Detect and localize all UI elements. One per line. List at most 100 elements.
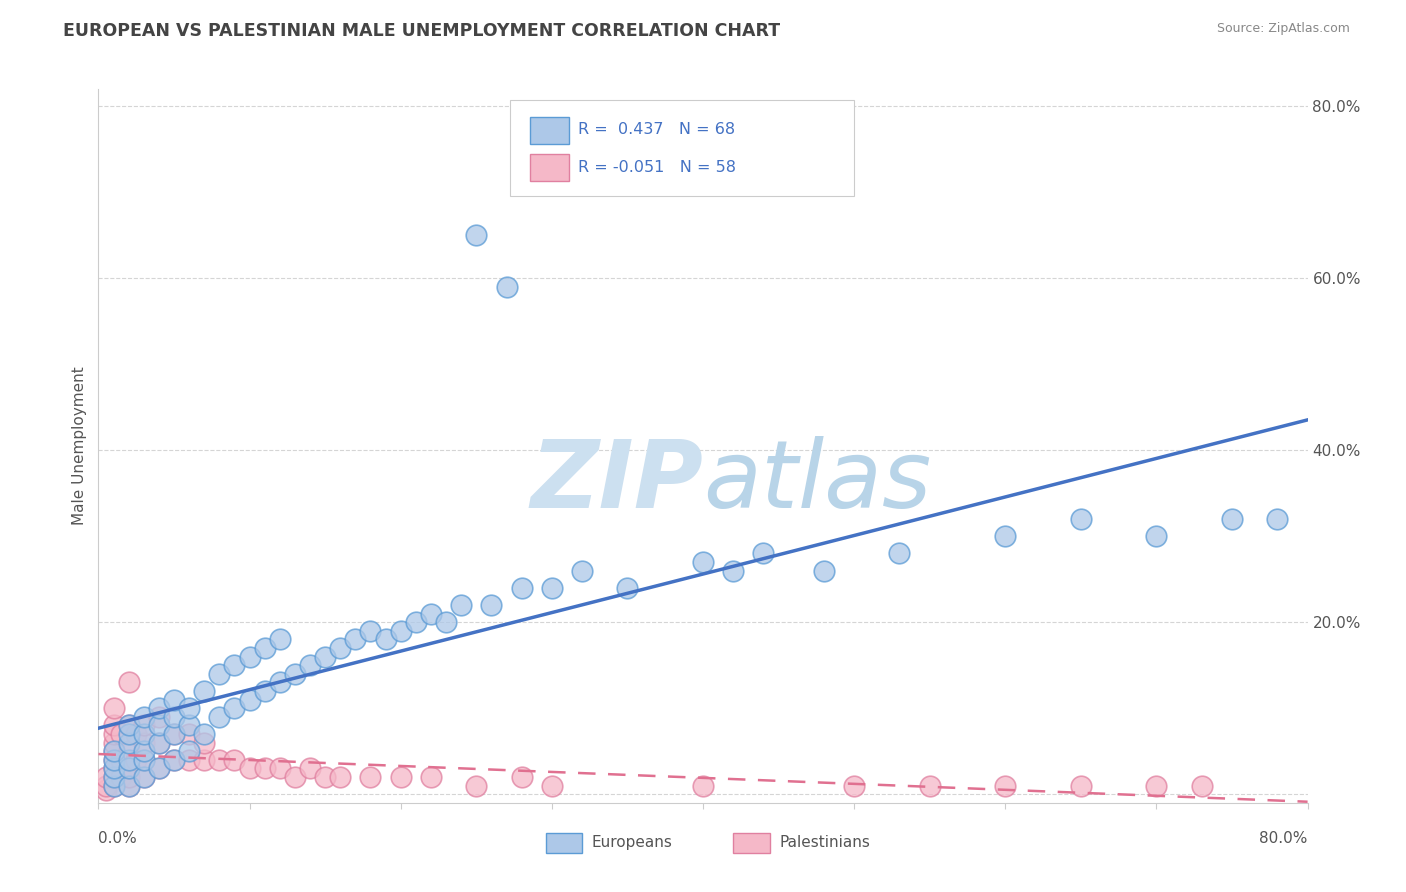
FancyBboxPatch shape	[530, 117, 569, 145]
Point	[148, 710, 170, 724]
Point	[148, 701, 170, 715]
Point	[118, 718, 141, 732]
Point	[163, 727, 186, 741]
Point	[103, 770, 125, 784]
Point	[94, 770, 117, 784]
Point	[132, 770, 155, 784]
Point	[329, 641, 352, 656]
Point	[103, 779, 125, 793]
Point	[132, 710, 155, 724]
Point	[450, 598, 472, 612]
Point	[918, 779, 941, 793]
Point	[284, 770, 307, 784]
Point	[1220, 512, 1243, 526]
Point	[132, 736, 155, 750]
Text: ZIP: ZIP	[530, 435, 703, 528]
Point	[299, 761, 322, 775]
Text: Europeans: Europeans	[592, 835, 672, 850]
Point	[148, 736, 170, 750]
FancyBboxPatch shape	[530, 154, 569, 181]
Point	[118, 744, 141, 758]
Point	[148, 718, 170, 732]
Point	[571, 564, 593, 578]
Point	[208, 753, 231, 767]
Point	[253, 641, 276, 656]
Point	[239, 761, 262, 775]
Point	[844, 779, 866, 793]
Point	[224, 701, 246, 715]
Text: R =  0.437   N = 68: R = 0.437 N = 68	[578, 121, 735, 136]
Point	[132, 753, 155, 767]
Point	[132, 718, 155, 732]
Point	[994, 529, 1017, 543]
Point	[208, 710, 231, 724]
Point	[299, 658, 322, 673]
Point	[752, 546, 775, 560]
Point	[103, 761, 125, 775]
Point	[103, 770, 125, 784]
Point	[481, 598, 503, 612]
Point	[813, 564, 835, 578]
Point	[118, 779, 141, 793]
Point	[193, 684, 215, 698]
Point	[132, 744, 155, 758]
Point	[118, 761, 141, 775]
Point	[269, 675, 291, 690]
Point	[103, 727, 125, 741]
Point	[103, 736, 125, 750]
Point	[179, 727, 201, 741]
Point	[132, 727, 155, 741]
Point	[103, 761, 125, 775]
Point	[148, 761, 170, 775]
Point	[389, 624, 412, 638]
Point	[118, 779, 141, 793]
Point	[239, 649, 262, 664]
Point	[118, 761, 141, 775]
FancyBboxPatch shape	[546, 833, 582, 853]
Point	[465, 779, 488, 793]
Point	[994, 779, 1017, 793]
Point	[103, 744, 125, 758]
Point	[132, 770, 155, 784]
Point	[193, 727, 215, 741]
Point	[389, 770, 412, 784]
Point	[420, 770, 443, 784]
Text: R = -0.051   N = 58: R = -0.051 N = 58	[578, 161, 737, 175]
Point	[224, 753, 246, 767]
Text: EUROPEAN VS PALESTINIAN MALE UNEMPLOYMENT CORRELATION CHART: EUROPEAN VS PALESTINIAN MALE UNEMPLOYMEN…	[63, 22, 780, 40]
Point	[148, 761, 170, 775]
Point	[110, 727, 132, 741]
Point	[103, 701, 125, 715]
Point	[163, 692, 186, 706]
Point	[118, 727, 141, 741]
Point	[510, 770, 533, 784]
Y-axis label: Male Unemployment: Male Unemployment	[72, 367, 87, 525]
Point	[253, 761, 276, 775]
Point	[405, 615, 427, 630]
Text: 0.0%: 0.0%	[98, 831, 138, 847]
Point	[118, 753, 141, 767]
Point	[125, 727, 148, 741]
Point	[179, 701, 201, 715]
Point	[103, 718, 125, 732]
Point	[110, 753, 132, 767]
Point	[103, 753, 125, 767]
Point	[314, 649, 336, 664]
Point	[193, 736, 215, 750]
Point	[314, 770, 336, 784]
Point	[1070, 512, 1092, 526]
Point	[495, 280, 517, 294]
Point	[540, 779, 562, 793]
Point	[1070, 779, 1092, 793]
Point	[360, 624, 382, 638]
Point	[110, 770, 132, 784]
Point	[163, 753, 186, 767]
Point	[540, 581, 562, 595]
Point	[374, 632, 396, 647]
Point	[344, 632, 367, 647]
Point	[148, 736, 170, 750]
Text: atlas: atlas	[703, 436, 931, 527]
Point	[193, 753, 215, 767]
Point	[224, 658, 246, 673]
Point	[1191, 779, 1213, 793]
